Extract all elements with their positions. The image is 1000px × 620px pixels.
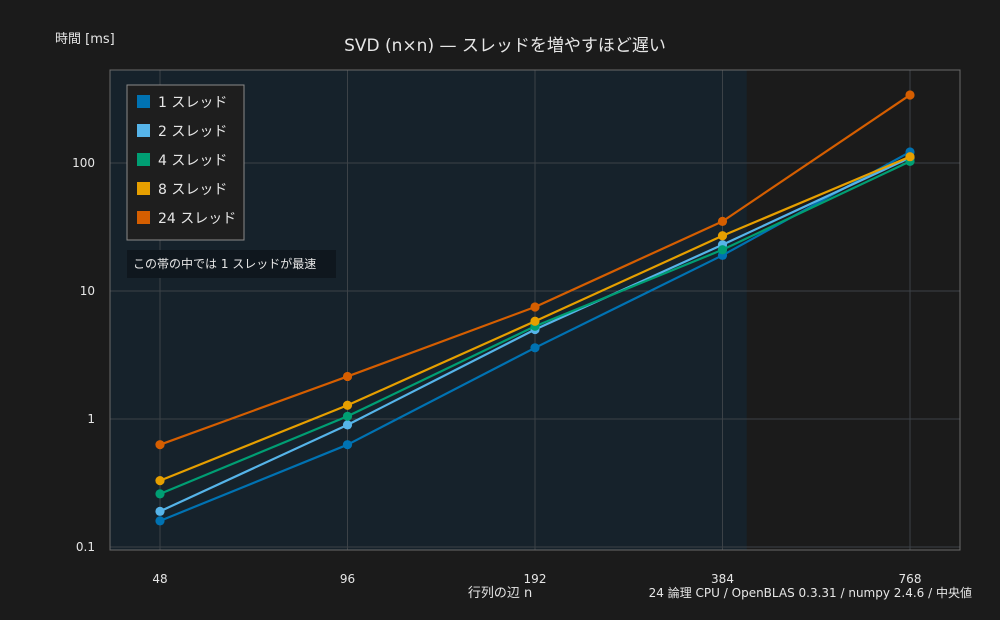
y-tick-label-100: 100 <box>72 156 95 170</box>
data-point-24-スレッド-768 <box>905 90 915 100</box>
x-tick-label-384: 384 <box>711 572 734 586</box>
legend-swatch-1-スレッド <box>137 95 150 108</box>
legend-label-24-スレッド: 24 スレッド <box>158 211 236 227</box>
y-axis-label: 時間 [ms] <box>55 32 115 47</box>
legend-swatch-4-スレッド <box>137 153 150 166</box>
x-tick-label-768: 768 <box>899 572 922 586</box>
series-8-スレッド <box>155 152 915 486</box>
y-tick-label-1: 1 <box>87 412 95 426</box>
data-point-8-スレッド-48 <box>155 476 165 486</box>
chart-title: SVD (n×n) — スレッドを増やすほど遅い <box>344 36 666 56</box>
data-point-8-スレッド-384 <box>717 231 728 241</box>
series-24-スレッド <box>155 90 915 450</box>
data-point-24-スレッド-48 <box>155 440 165 450</box>
data-point-24-スレッド-192 <box>530 302 540 312</box>
data-point-4-スレッド-96 <box>342 411 353 421</box>
band-note-text: この帯の中では 1 スレッドが最速 <box>133 256 316 271</box>
data-point-1-スレッド-96 <box>342 440 353 450</box>
legend-label-2-スレッド: 2 スレッド <box>158 124 227 140</box>
legend-label-1-スレッド: 1 スレッド <box>158 95 227 111</box>
x-tick-label-192: 192 <box>524 572 547 586</box>
data-point-1-スレッド-48 <box>155 516 165 526</box>
x-tick-label-48: 48 <box>152 572 167 586</box>
legend-label-4-スレッド: 4 スレッド <box>158 153 227 169</box>
data-point-8-スレッド-192 <box>530 316 540 326</box>
y-tick-label-10: 10 <box>80 284 95 298</box>
data-point-2-スレッド-96 <box>342 420 353 430</box>
data-point-2-スレッド-48 <box>155 506 165 516</box>
x-axis-label: 行列の辺 n <box>468 586 532 601</box>
band-note: この帯の中では 1 スレッドが最速 <box>127 250 336 278</box>
legend-swatch-8-スレッド <box>137 182 150 195</box>
legend-swatch-2-スレッド <box>137 124 150 137</box>
x-tick-label-96: 96 <box>340 572 355 586</box>
data-point-1-スレッド-192 <box>530 343 540 353</box>
plot-frame <box>109 69 961 551</box>
x-ticks: 48 96 192 384 768 <box>152 572 921 586</box>
data-point-8-スレッド-768 <box>905 152 915 162</box>
footnote: 24 論理 CPU / OpenBLAS 0.3.31 / numpy 2.4.… <box>649 585 972 600</box>
legend: 1 スレッド 2 スレッド 4 スレッド 8 スレッド 24 スレッド <box>126 84 245 241</box>
data-point-8-スレッド-96 <box>342 400 353 410</box>
data-point-24-スレッド-96 <box>342 371 353 382</box>
band-note-box <box>127 250 336 278</box>
legend-items: 1 スレッド 2 スレッド 4 スレッド 8 スレッド 24 スレッド <box>137 95 236 227</box>
data-point-4-スレッド-384 <box>717 245 728 255</box>
legend-swatch-24-スレッド <box>137 211 150 224</box>
data-point-4-スレッド-48 <box>155 489 165 499</box>
y-tick-label-0.1: 0.1 <box>76 540 95 554</box>
legend-label-8-スレッド: 8 スレッド <box>158 182 227 198</box>
data-point-24-スレッド-384 <box>717 216 728 226</box>
series-group <box>155 90 915 526</box>
y-ticks: 0.1 1 10 100 <box>72 156 95 554</box>
